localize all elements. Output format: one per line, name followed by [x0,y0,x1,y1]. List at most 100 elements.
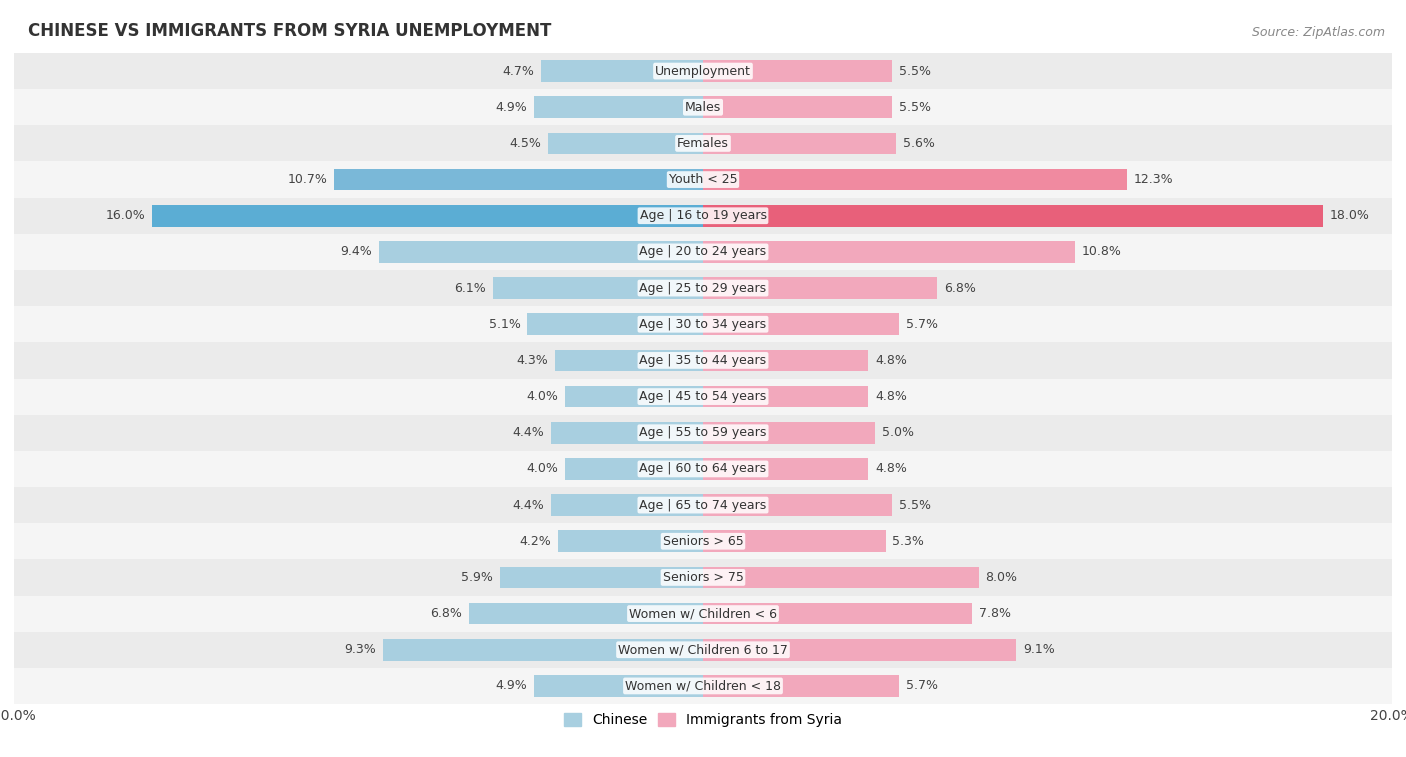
Text: 6.8%: 6.8% [430,607,461,620]
Bar [335,169,703,191]
Text: Women w/ Children < 18: Women w/ Children < 18 [626,680,780,693]
Text: 4.3%: 4.3% [516,354,548,367]
Text: Source: ZipAtlas.com: Source: ZipAtlas.com [1251,26,1385,39]
Text: 8.0%: 8.0% [986,571,1018,584]
Bar [551,494,703,516]
Text: 9.3%: 9.3% [344,643,375,656]
Bar [14,126,1392,161]
Bar [14,451,1392,487]
Bar [703,603,972,625]
Text: 5.5%: 5.5% [900,499,931,512]
Bar [548,132,703,154]
Bar [534,675,703,696]
Text: 5.1%: 5.1% [488,318,520,331]
Text: Unemployment: Unemployment [655,64,751,77]
Bar [703,531,886,552]
Text: 4.0%: 4.0% [526,390,558,403]
Bar [703,313,900,335]
Text: 4.2%: 4.2% [520,534,551,548]
Text: Age | 65 to 74 years: Age | 65 to 74 years [640,499,766,512]
Bar [152,205,703,226]
Bar [703,494,893,516]
Bar [703,458,869,480]
Text: Age | 60 to 64 years: Age | 60 to 64 years [640,463,766,475]
Text: 6.8%: 6.8% [945,282,976,294]
Bar [555,350,703,371]
Bar [494,277,703,299]
Bar [703,350,869,371]
Text: Youth < 25: Youth < 25 [669,173,737,186]
Text: 4.8%: 4.8% [875,390,907,403]
Legend: Chinese, Immigrants from Syria: Chinese, Immigrants from Syria [558,708,848,733]
Bar [14,53,1392,89]
Text: 10.8%: 10.8% [1083,245,1122,258]
Bar [14,342,1392,378]
Text: 5.9%: 5.9% [461,571,494,584]
Bar [14,270,1392,306]
Text: 5.0%: 5.0% [882,426,914,439]
Bar [703,277,938,299]
Text: 9.4%: 9.4% [340,245,373,258]
Text: 5.6%: 5.6% [903,137,935,150]
Bar [565,386,703,407]
Text: Females: Females [678,137,728,150]
Text: Women w/ Children < 6: Women w/ Children < 6 [628,607,778,620]
Text: Age | 25 to 29 years: Age | 25 to 29 years [640,282,766,294]
Bar [499,566,703,588]
Text: Age | 16 to 19 years: Age | 16 to 19 years [640,209,766,223]
Bar [534,96,703,118]
Bar [14,198,1392,234]
Bar [703,422,875,444]
Bar [14,161,1392,198]
Bar [14,234,1392,270]
Text: Age | 20 to 24 years: Age | 20 to 24 years [640,245,766,258]
Text: 4.0%: 4.0% [526,463,558,475]
Bar [703,61,893,82]
Bar [703,675,900,696]
Bar [14,89,1392,126]
Text: Women w/ Children 6 to 17: Women w/ Children 6 to 17 [619,643,787,656]
Text: Males: Males [685,101,721,114]
Text: 4.8%: 4.8% [875,463,907,475]
Bar [703,132,896,154]
Bar [14,596,1392,631]
Text: 9.1%: 9.1% [1024,643,1054,656]
Bar [382,639,703,661]
Bar [551,422,703,444]
Bar [14,523,1392,559]
Bar [703,241,1076,263]
Text: Age | 55 to 59 years: Age | 55 to 59 years [640,426,766,439]
Text: 7.8%: 7.8% [979,607,1011,620]
Bar [14,668,1392,704]
Bar [703,96,893,118]
Bar [468,603,703,625]
Text: 5.5%: 5.5% [900,101,931,114]
Text: 4.9%: 4.9% [495,680,527,693]
Text: 18.0%: 18.0% [1330,209,1369,223]
Text: 4.9%: 4.9% [495,101,527,114]
Bar [14,378,1392,415]
Text: 4.4%: 4.4% [513,499,544,512]
Text: 6.1%: 6.1% [454,282,486,294]
Text: 5.5%: 5.5% [900,64,931,77]
Text: Age | 35 to 44 years: Age | 35 to 44 years [640,354,766,367]
Bar [14,415,1392,451]
Bar [14,631,1392,668]
Text: 4.5%: 4.5% [509,137,541,150]
Text: Seniors > 65: Seniors > 65 [662,534,744,548]
Bar [14,559,1392,596]
Text: 5.3%: 5.3% [893,534,924,548]
Text: 10.7%: 10.7% [288,173,328,186]
Bar [541,61,703,82]
Text: Seniors > 75: Seniors > 75 [662,571,744,584]
Bar [527,313,703,335]
Bar [14,306,1392,342]
Text: 4.4%: 4.4% [513,426,544,439]
Text: 5.7%: 5.7% [907,318,938,331]
Bar [558,531,703,552]
Text: 16.0%: 16.0% [105,209,145,223]
Bar [14,487,1392,523]
Bar [703,169,1126,191]
Text: 12.3%: 12.3% [1133,173,1173,186]
Bar [703,386,869,407]
